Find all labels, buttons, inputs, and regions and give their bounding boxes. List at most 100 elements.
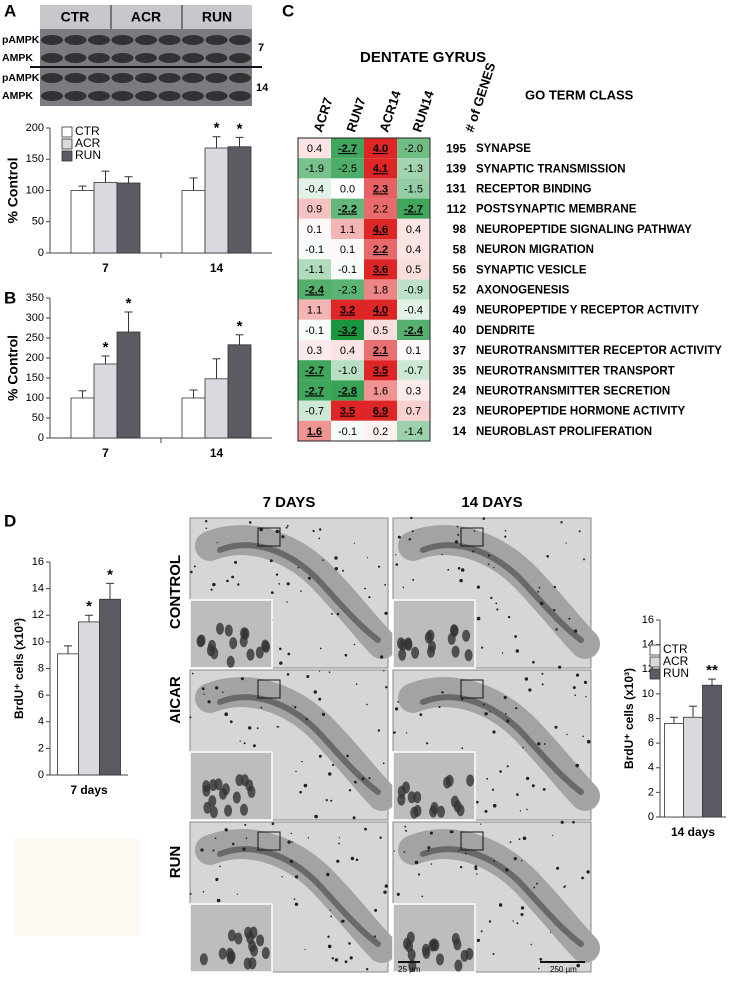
cell-dot bbox=[378, 565, 381, 568]
cell-dot bbox=[355, 858, 359, 862]
cell-dot bbox=[480, 930, 483, 933]
cell-label: -2.5 bbox=[338, 163, 357, 175]
blank-area bbox=[15, 838, 140, 936]
cell-dot bbox=[441, 691, 444, 694]
cell-label: -0.7 bbox=[305, 406, 324, 418]
gene-count: 112 bbox=[447, 202, 467, 216]
blot-row-label: pAMPK bbox=[2, 72, 40, 84]
cell-label: -2.7 bbox=[305, 385, 324, 397]
cell-dot bbox=[286, 673, 290, 676]
cell-dot bbox=[395, 563, 399, 566]
cell-dot bbox=[429, 831, 433, 835]
cell-dot bbox=[531, 784, 535, 788]
cell-dot bbox=[297, 566, 300, 569]
go-term: SYNAPTIC VESICLE bbox=[476, 264, 587, 276]
cell-dot bbox=[438, 706, 441, 708]
heatmap-cell bbox=[298, 279, 331, 300]
cell-dot bbox=[488, 920, 492, 923]
y-tick-label: 100 bbox=[26, 184, 44, 196]
inset-cell bbox=[451, 645, 460, 658]
cell-dot bbox=[395, 554, 397, 556]
cell-dot bbox=[334, 958, 339, 962]
cell-label: 1.8 bbox=[373, 284, 388, 296]
cell-label: 2.1 bbox=[373, 345, 388, 357]
heatmap-cell bbox=[331, 138, 364, 159]
heatmap-cell bbox=[331, 340, 364, 361]
cell-dot bbox=[537, 742, 541, 746]
y-tick-label: 14 bbox=[32, 583, 44, 595]
cell-dot bbox=[212, 849, 215, 852]
cell-dot bbox=[322, 559, 324, 561]
blot-band bbox=[158, 91, 181, 101]
cell-dot bbox=[328, 772, 332, 776]
cell-dot bbox=[543, 743, 546, 745]
cell-label: -0.1 bbox=[305, 244, 324, 256]
cell-label: -2.7 bbox=[404, 204, 423, 216]
significance-marker: * bbox=[107, 566, 113, 583]
cell-dot bbox=[307, 837, 310, 839]
heatmap-cell bbox=[364, 360, 397, 381]
inset-cell bbox=[464, 649, 473, 662]
inset-cell bbox=[407, 791, 416, 804]
y-axis-label: BrdU⁺ cells (x10³) bbox=[622, 668, 636, 769]
x-tick-label: 14 days bbox=[671, 825, 715, 839]
go-term: POSTSYNAPTIC MEMBRANE bbox=[476, 204, 637, 216]
cell-dot bbox=[231, 842, 235, 846]
blot-band bbox=[135, 53, 157, 63]
significance-marker: * bbox=[86, 598, 92, 615]
heatmap-cell bbox=[364, 299, 397, 320]
cell-dot bbox=[472, 550, 475, 553]
x-tick-label: 14 bbox=[210, 446, 224, 460]
cell-dot bbox=[215, 877, 219, 882]
bar bbox=[116, 331, 141, 439]
bar bbox=[70, 397, 95, 439]
blot-header bbox=[40, 5, 252, 29]
cell-dot bbox=[513, 857, 517, 861]
cell-dot bbox=[252, 744, 256, 748]
cell-dot bbox=[344, 960, 348, 964]
cell-dot bbox=[368, 596, 371, 599]
cell-dot bbox=[419, 713, 423, 716]
blot-band bbox=[158, 53, 181, 63]
heatmap-cell bbox=[364, 319, 397, 340]
cell-dot bbox=[512, 920, 514, 922]
cell-dot bbox=[319, 647, 322, 650]
inset-cell bbox=[424, 631, 433, 644]
inset-cell bbox=[229, 637, 238, 650]
inset-cell bbox=[450, 795, 459, 808]
blot-band bbox=[182, 91, 204, 101]
cell-dot bbox=[411, 530, 414, 533]
significance-marker: * bbox=[214, 120, 220, 137]
cell-dot bbox=[305, 718, 308, 721]
cell-dot bbox=[498, 903, 503, 907]
cell-dot bbox=[426, 742, 429, 745]
micrograph bbox=[392, 820, 600, 973]
column-header: ACR7 bbox=[310, 96, 335, 134]
cell-dot bbox=[325, 799, 328, 802]
cell-dot bbox=[393, 731, 396, 734]
bar bbox=[93, 181, 118, 254]
blot-band bbox=[158, 73, 181, 83]
cell-dot bbox=[319, 670, 321, 672]
blot-band bbox=[41, 91, 63, 101]
cell-dot bbox=[505, 713, 507, 715]
x-tick-label: 7 bbox=[102, 261, 109, 275]
cell-dot bbox=[303, 783, 308, 788]
cell-dot bbox=[461, 698, 464, 701]
cell-dot bbox=[275, 529, 280, 534]
cell-dot bbox=[572, 686, 576, 690]
micrograph bbox=[189, 821, 397, 973]
cell-dot bbox=[236, 893, 238, 895]
cell-label: -1.1 bbox=[305, 264, 324, 276]
cell-label: 3.5 bbox=[340, 406, 355, 418]
cell-dot bbox=[496, 608, 499, 611]
column-title: 14 DAYS bbox=[461, 494, 522, 511]
cell-label: 0.0 bbox=[340, 183, 355, 195]
cell-dot bbox=[234, 560, 238, 564]
blot-band bbox=[64, 53, 87, 63]
inset-cell bbox=[235, 774, 244, 787]
cell-dot bbox=[240, 677, 244, 681]
inset-cell bbox=[244, 926, 253, 939]
heatmap-cell bbox=[331, 239, 364, 260]
heatmap-cell bbox=[298, 158, 331, 179]
